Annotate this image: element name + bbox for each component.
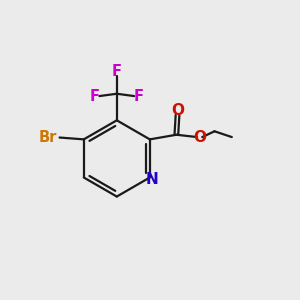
Text: F: F: [134, 88, 144, 104]
Text: O: O: [194, 130, 207, 145]
Text: F: F: [112, 64, 122, 79]
Text: F: F: [90, 88, 100, 104]
Text: Br: Br: [38, 130, 57, 145]
Text: N: N: [145, 172, 158, 187]
Text: O: O: [171, 103, 184, 118]
